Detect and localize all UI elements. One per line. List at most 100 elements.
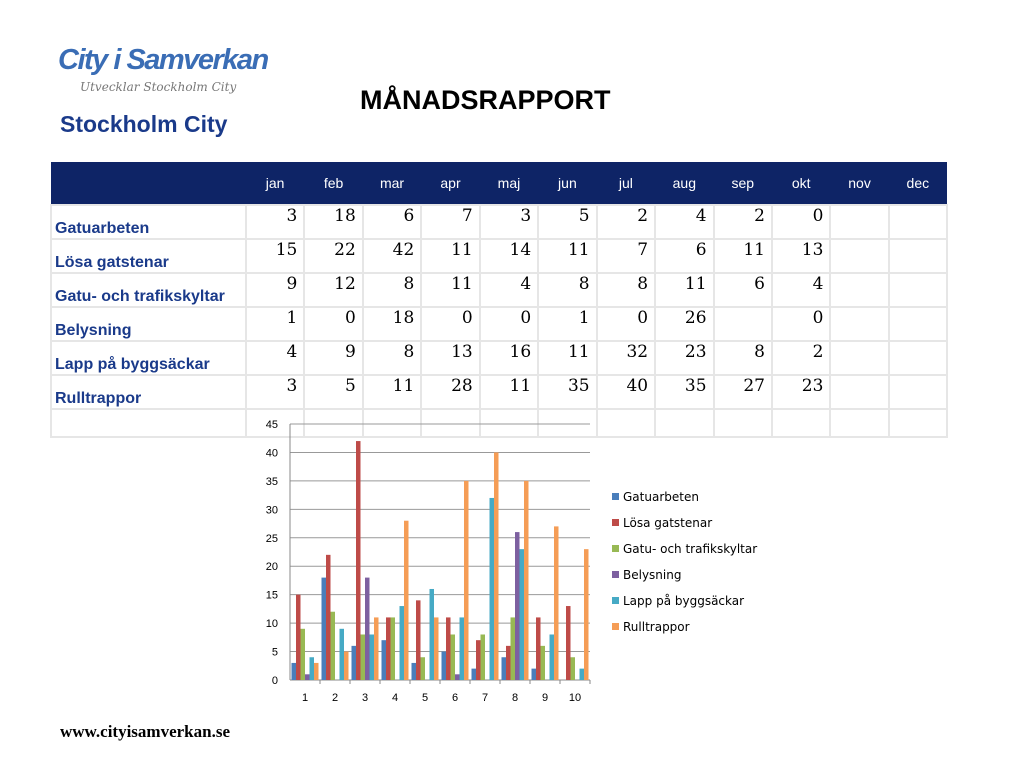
table-cell: 28	[420, 374, 481, 410]
table-cell: 27	[712, 374, 773, 410]
bar	[446, 617, 451, 680]
bar	[536, 617, 541, 680]
table-cell	[595, 408, 657, 438]
table-cell: 3	[244, 374, 306, 410]
table-cell: 13	[420, 340, 481, 376]
bar	[515, 532, 520, 680]
bar	[416, 600, 421, 680]
y-tick-label: 20	[266, 561, 278, 573]
table-cell	[478, 408, 540, 438]
table-cell: 18	[361, 306, 423, 342]
y-tick-label: 5	[272, 647, 278, 659]
legend-swatch	[612, 519, 619, 526]
legend-swatch	[612, 623, 619, 630]
table-cell: 35	[537, 374, 598, 410]
x-tick-label: 8	[512, 692, 518, 704]
table-cell: 8	[537, 272, 598, 308]
bar	[480, 634, 485, 680]
table-cell	[829, 204, 890, 240]
bar	[489, 497, 494, 680]
month-header: dec	[888, 162, 947, 205]
bar	[524, 480, 529, 680]
table-cell: 42	[361, 238, 423, 274]
legend-swatch	[612, 597, 619, 604]
table-cell	[244, 408, 306, 438]
x-tick-label: 3	[362, 692, 368, 704]
bar	[531, 668, 536, 680]
month-header: maj	[479, 162, 539, 205]
bar	[579, 668, 584, 680]
table-cell	[887, 306, 949, 342]
table-cell: 9	[303, 340, 364, 376]
table-cell: 4	[244, 340, 306, 376]
table-cell	[654, 408, 715, 438]
table-cell: 26	[654, 306, 715, 342]
bar	[296, 594, 301, 680]
table-row: Lösa gatstenar 15 22 42 11 14 11 7 6 11 13	[50, 238, 949, 274]
y-tick-label: 15	[266, 590, 278, 602]
bar	[326, 554, 331, 680]
bar	[386, 617, 391, 680]
organization-name: Stockholm City	[60, 111, 228, 137]
table-cell: 15	[244, 238, 306, 274]
y-tick-label: 0	[272, 675, 278, 687]
bar	[584, 549, 589, 680]
table-cell	[887, 340, 949, 376]
bar	[420, 657, 425, 680]
table-cell: 7	[420, 204, 481, 240]
table-cell: 23	[770, 374, 832, 410]
logo-tagline: Utvecklar Stockholm City	[80, 80, 237, 94]
table-cell: 0	[420, 306, 481, 342]
table-cell	[887, 238, 949, 274]
table-cell: 9	[244, 272, 306, 308]
empty-row	[50, 408, 949, 438]
table-cell: 2	[595, 204, 657, 240]
row-label: Lösa gatstenar	[50, 238, 247, 274]
month-header: apr	[421, 162, 480, 205]
bar	[404, 520, 409, 680]
table-cell: 5	[537, 204, 598, 240]
table-cell: 11	[420, 238, 481, 274]
table-cell: 2	[712, 204, 773, 240]
table-cell: 11	[361, 374, 423, 410]
table-cell	[420, 408, 481, 438]
table-cell: 18	[303, 204, 364, 240]
footer-url[interactable]: www.cityisamverkan.se	[60, 722, 230, 741]
row-label: Gatuarbeten	[50, 204, 247, 240]
table-cell: 11	[712, 238, 773, 274]
table-cell: 2	[770, 340, 832, 376]
bar	[549, 634, 554, 680]
table-cell	[887, 408, 949, 438]
bar	[494, 452, 499, 680]
row-label: Gatu- och trafikskyltar	[50, 272, 247, 308]
table-cell: 11	[478, 374, 540, 410]
bar	[540, 645, 545, 680]
bar	[501, 657, 506, 680]
table-row: Gatu- och trafikskyltar 9 12 8 11 4 8 8 11 6 4	[50, 272, 949, 308]
bar	[464, 480, 469, 680]
table-cell: 6	[654, 238, 715, 274]
table-cell	[887, 374, 949, 410]
bar	[291, 662, 296, 680]
legend-label: Lapp på byggsäckar	[623, 594, 744, 608]
table-cell: 14	[478, 238, 540, 274]
table-row: Belysning 1 0 18 0 0 1 0 26 0	[50, 306, 949, 342]
table-cell	[50, 408, 247, 438]
table-cell	[829, 272, 890, 308]
x-tick-label: 10	[569, 692, 581, 704]
bar	[399, 606, 404, 680]
y-tick-label: 30	[266, 504, 278, 516]
table-cell: 0	[595, 306, 657, 342]
x-tick-label: 6	[452, 692, 458, 704]
bar	[305, 674, 310, 680]
table-cell	[770, 408, 832, 438]
bar	[351, 645, 356, 680]
bar	[441, 651, 446, 680]
bar	[434, 617, 439, 680]
table-cell: 7	[595, 238, 657, 274]
row-label: Rulltrappor	[50, 374, 247, 410]
table-cell: 1	[244, 306, 306, 342]
bar	[519, 549, 524, 680]
month-header: okt	[771, 162, 831, 205]
table-cell	[829, 340, 890, 376]
